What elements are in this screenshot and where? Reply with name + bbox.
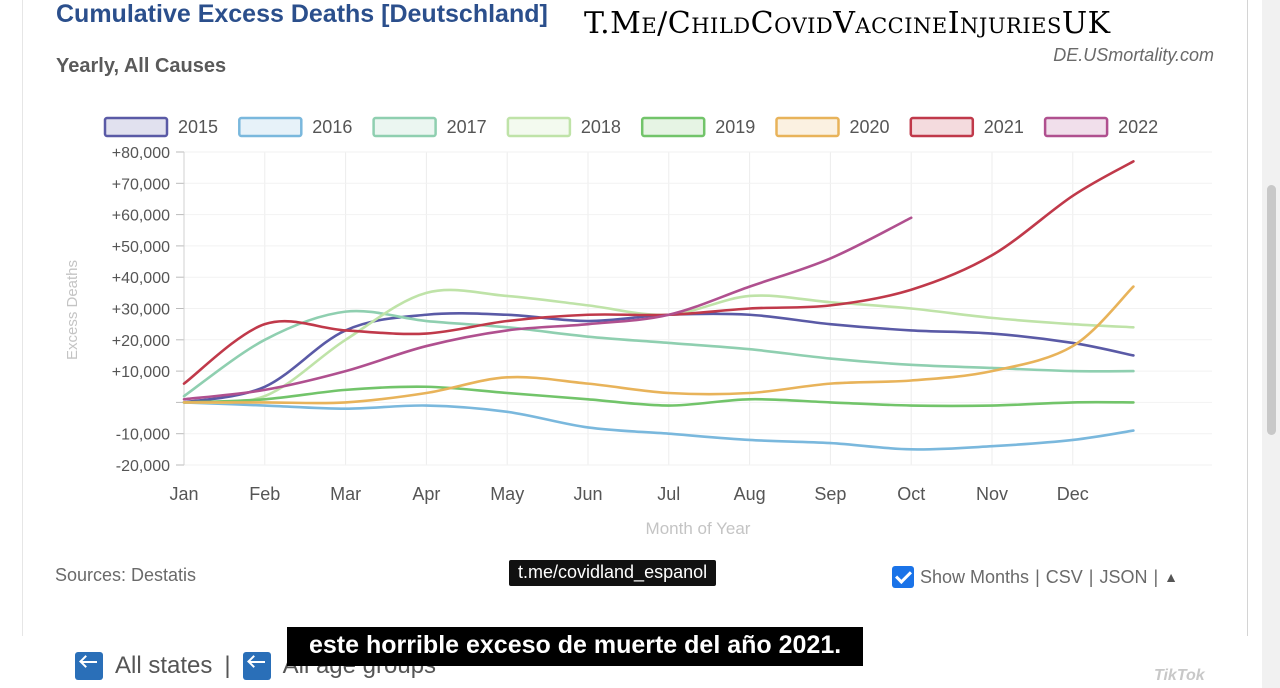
- source-site-link[interactable]: DE.USmortality.com: [1053, 45, 1214, 65]
- legend-label-2015: 2015: [178, 117, 218, 137]
- legend-label-2021: 2021: [984, 117, 1024, 137]
- watermark-text: T.Me/ChildCovidVaccineInjuriesUK: [580, 6, 1115, 41]
- y-tick-label: +30,000: [112, 302, 170, 319]
- back-arrow-icon[interactable]: [75, 652, 103, 680]
- nav-separator: |: [224, 652, 231, 679]
- y-tick-label: +40,000: [112, 270, 170, 287]
- chart-subtitle: Yearly, All Causes: [56, 55, 227, 77]
- legend-swatch-2017: [372, 116, 437, 138]
- x-tick-label: Dec: [1057, 484, 1089, 504]
- series-line-2017: [182, 309, 1135, 398]
- x-tick-label: Aug: [734, 484, 766, 504]
- series-line-2022: [182, 216, 913, 401]
- y-tick-label: +60,000: [112, 208, 170, 225]
- sources-label: Sources: Destatis: [55, 565, 197, 585]
- triangle-up-icon[interactable]: ▲: [1164, 569, 1179, 585]
- overlay-tag: t.me/covidland_espanol: [509, 560, 717, 586]
- series-line-2018: [182, 288, 1135, 405]
- x-tick-label: May: [490, 484, 524, 504]
- series-line-2019: [182, 385, 1135, 408]
- chart-title: Cumulative Excess Deaths [Deutschland]: [56, 0, 548, 28]
- x-tick-label: Jun: [573, 484, 602, 504]
- y-tick-label: -10,000: [116, 427, 170, 444]
- x-tick-label: Oct: [897, 484, 925, 504]
- show-months-label[interactable]: Show Months: [920, 566, 1030, 587]
- y-tick-label: +70,000: [112, 176, 170, 193]
- legend-label-2020: 2020: [850, 117, 890, 137]
- legend-label-2018: 2018: [581, 117, 621, 137]
- y-tick-label: +10,000: [112, 364, 170, 381]
- legend-swatch-2015: [103, 116, 169, 138]
- x-tick-label: Jan: [169, 484, 198, 504]
- series-line-2016: [182, 401, 1135, 451]
- legend-label-2022: 2022: [1118, 117, 1158, 137]
- legend-swatch-2018: [506, 116, 572, 138]
- separator: |: [1153, 566, 1159, 587]
- legend-swatch-2019: [640, 116, 706, 138]
- tiktok-watermark: TikTok: [1154, 667, 1205, 684]
- legend-swatch-2016: [238, 116, 303, 138]
- scrollbar-thumb[interactable]: [1267, 185, 1276, 435]
- chart-options: Show Months | CSV | JSON | ▲: [892, 566, 1178, 588]
- series-line-2020: [182, 285, 1135, 405]
- y-tick-label: +20,000: [112, 333, 170, 350]
- x-tick-label: Sep: [814, 484, 846, 504]
- video-caption: este horrible exceso de muerte del año 2…: [287, 627, 864, 666]
- x-axis-label: Month of Year: [646, 519, 751, 538]
- json-link[interactable]: JSON: [1099, 566, 1148, 587]
- x-tick-label: Mar: [330, 484, 361, 504]
- y-tick-label: -20,000: [116, 458, 170, 475]
- separator: |: [1088, 566, 1094, 587]
- x-tick-label: Apr: [412, 484, 440, 504]
- legend-label-2017: 2017: [447, 117, 487, 137]
- series-line-2021: [182, 160, 1135, 385]
- all-states-link[interactable]: All states: [115, 652, 213, 679]
- back-arrow-icon[interactable]: [242, 652, 271, 680]
- y-axis-label: Excess Deaths: [64, 260, 81, 360]
- legend-swatch-2022: [1043, 116, 1109, 138]
- csv-link[interactable]: CSV: [1045, 566, 1083, 587]
- y-tick-label: +50,000: [112, 239, 170, 256]
- separator: |: [1035, 566, 1040, 587]
- legend-label-2016: 2016: [312, 117, 352, 137]
- x-tick-label: Nov: [976, 484, 1008, 504]
- legend-label-2019: 2019: [715, 117, 755, 137]
- x-tick-label: Jul: [657, 484, 680, 504]
- x-tick-label: Feb: [249, 484, 280, 504]
- legend-swatch-2020: [775, 116, 840, 138]
- legend-swatch-2021: [909, 116, 975, 138]
- checkbox-checked-icon[interactable]: [892, 566, 914, 588]
- y-tick-label: +80,000: [112, 145, 170, 162]
